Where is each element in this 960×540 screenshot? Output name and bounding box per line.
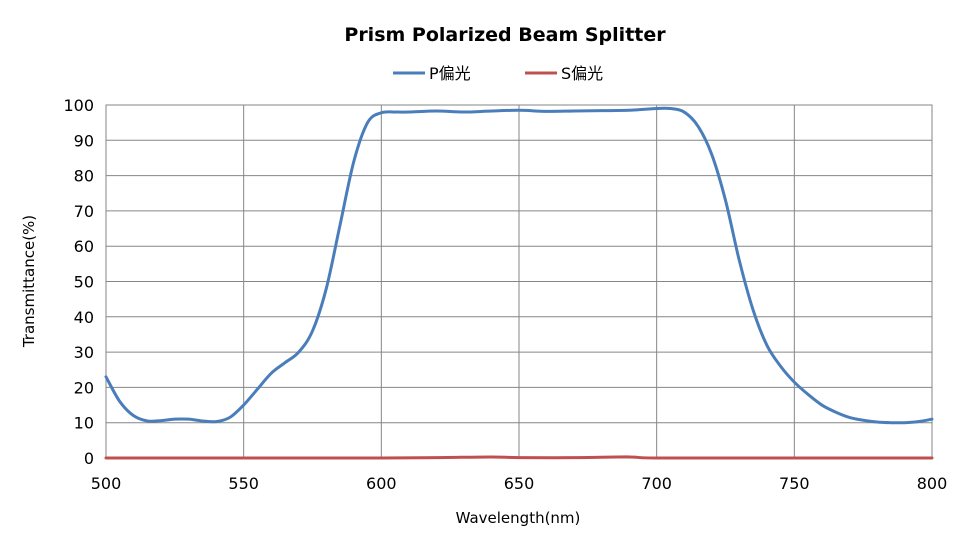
y-tick-label: 100 xyxy=(63,96,94,115)
y-tick-label: 80 xyxy=(74,167,94,186)
y-tick-label: 20 xyxy=(74,378,94,397)
grid xyxy=(106,104,933,458)
legend-label-p: P偏光 xyxy=(429,64,471,83)
x-axis-ticks: 500 550 600 650 700 750 800 xyxy=(91,474,948,493)
x-tick-label: 650 xyxy=(504,474,535,493)
x-tick-label: 700 xyxy=(641,474,672,493)
legend-label-s: S偏光 xyxy=(561,64,603,83)
y-tick-label: 10 xyxy=(74,414,94,433)
y-axis-label: Transmittance(%) xyxy=(20,215,38,348)
x-tick-label: 800 xyxy=(917,474,948,493)
y-axis-ticks: 0 10 20 30 40 50 60 70 80 90 100 xyxy=(63,96,94,468)
x-tick-label: 500 xyxy=(91,474,122,493)
chart-title: Prism Polarized Beam Splitter xyxy=(344,24,666,46)
x-tick-label: 750 xyxy=(779,474,810,493)
series-layer xyxy=(104,106,934,460)
legend: P偏光 S偏光 xyxy=(393,64,603,83)
y-tick-label: 0 xyxy=(84,449,94,468)
x-tick-label: 550 xyxy=(228,474,259,493)
y-tick-label: 40 xyxy=(74,308,94,327)
series-line-s xyxy=(104,455,934,460)
y-tick-label: 60 xyxy=(74,237,94,256)
series-line-p xyxy=(104,106,934,425)
x-axis-label: Wavelength(nm) xyxy=(456,509,581,527)
y-tick-label: 70 xyxy=(74,202,94,221)
y-tick-label: 90 xyxy=(74,131,94,150)
y-tick-label: 30 xyxy=(74,343,94,362)
y-tick-label: 50 xyxy=(74,273,94,292)
x-tick-label: 600 xyxy=(366,474,397,493)
